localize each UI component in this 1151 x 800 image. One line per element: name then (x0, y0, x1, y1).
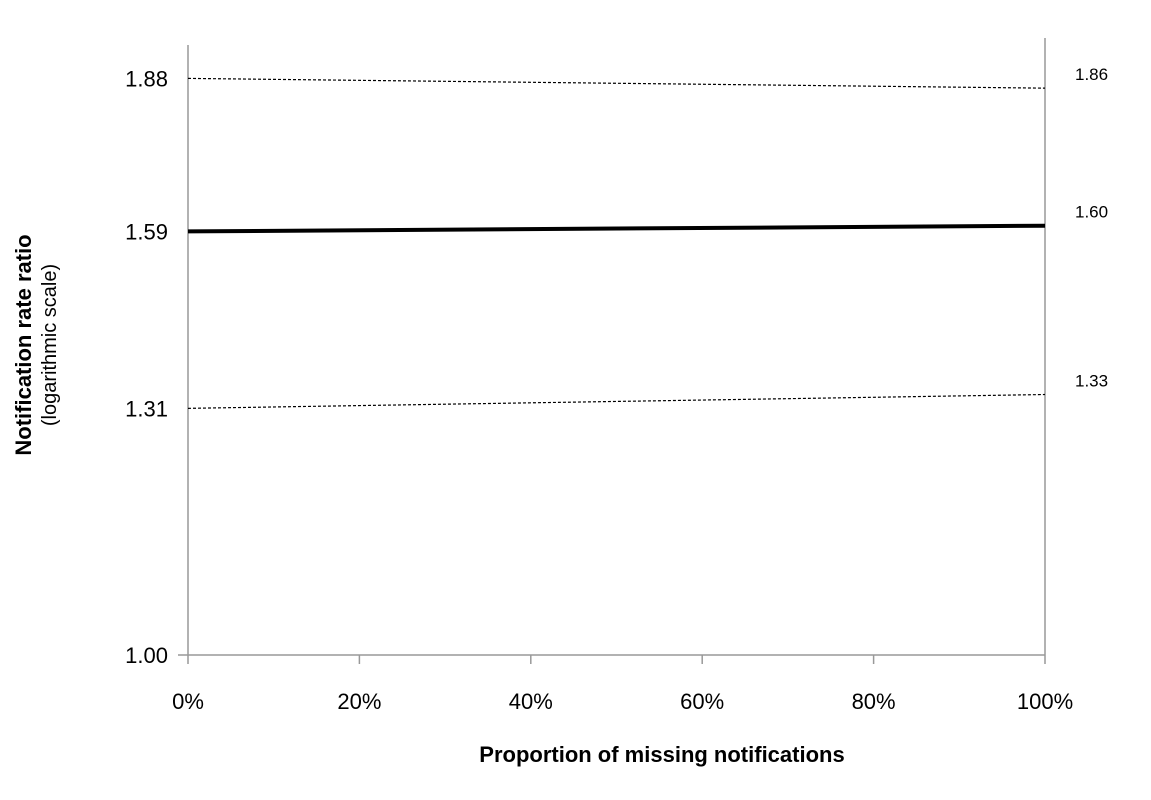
end-labels: 1.86 1.60 1.33 (1075, 65, 1108, 390)
y-axis-title: Notification rate ratio (11, 234, 36, 455)
y-tick-label: 1.59 (125, 219, 168, 244)
x-tick-label: 0% (172, 689, 204, 714)
y-axis-subtitle: (logarithmic scale) (39, 264, 61, 426)
series-line (187, 77, 1046, 89)
x-tick-label: 80% (852, 689, 896, 714)
series-end-label: 1.60 (1075, 203, 1108, 222)
y-tick-label: 1.00 (125, 643, 168, 668)
series-end-label: 1.86 (1075, 65, 1108, 84)
series-line (187, 393, 1046, 409)
series-line (187, 223, 1046, 234)
series-end-label: 1.33 (1075, 372, 1108, 391)
x-tick-label: 60% (680, 689, 724, 714)
x-tick-label: 100% (1017, 689, 1073, 714)
x-axis-title: Proportion of missing notifications (479, 742, 844, 767)
y-tick-label: 1.31 (125, 396, 168, 421)
y-ticks: 1.00 1.31 1.59 1.88 (125, 66, 168, 668)
x-ticks: 0% 20% 40% 60% 80% 100% (172, 655, 1073, 714)
y-tick-label: 1.88 (125, 66, 168, 91)
series-lines (187, 77, 1046, 409)
x-tick-label: 20% (337, 689, 381, 714)
x-tick-label: 40% (509, 689, 553, 714)
